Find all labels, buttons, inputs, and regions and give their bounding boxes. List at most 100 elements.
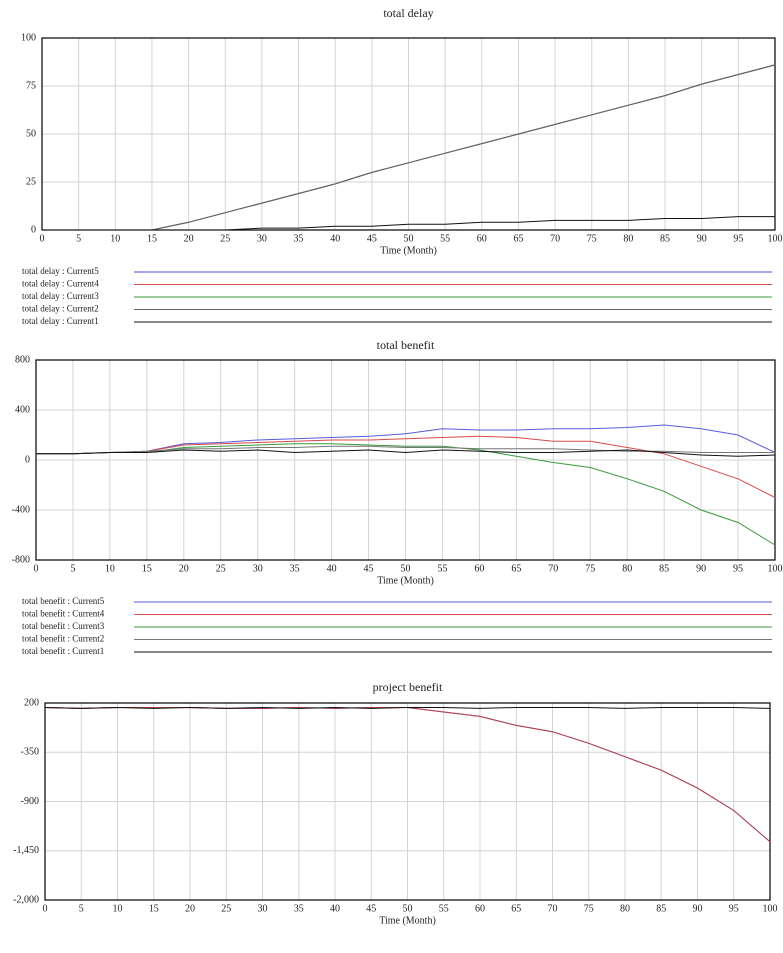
legend-label: total delay : Current2: [22, 304, 99, 314]
legend-label: total benefit : Current4: [22, 609, 105, 619]
x-tick-label: 15: [149, 903, 159, 914]
x-tick-label: 45: [367, 233, 377, 244]
x-axis-label: Time (Month): [379, 915, 436, 926]
legend-label: total delay : Current3: [22, 291, 99, 301]
x-tick-label: 85: [656, 903, 666, 914]
x-tick-label: 85: [659, 563, 669, 574]
x-tick-label: 90: [697, 233, 707, 244]
x-tick-label: 95: [733, 563, 743, 574]
x-tick-label: 30: [258, 903, 268, 914]
x-tick-label: 80: [620, 903, 630, 914]
x-tick-label: 55: [439, 903, 449, 914]
x-tick-label: 100: [768, 233, 783, 244]
x-tick-label: 45: [366, 903, 376, 914]
y-tick-label: -800: [12, 554, 30, 565]
x-tick-label: 40: [327, 563, 337, 574]
y-tick-label: 0: [25, 454, 30, 465]
x-tick-label: 5: [79, 903, 84, 914]
x-tick-label: 55: [440, 233, 450, 244]
x-tick-label: 100: [763, 903, 778, 914]
legend-label: total benefit : Current2: [22, 634, 104, 644]
x-tick-label: 90: [693, 903, 703, 914]
x-tick-label: 95: [729, 903, 739, 914]
x-tick-label: 15: [142, 563, 152, 574]
x-tick-label: 70: [548, 563, 558, 574]
chart-title: total delay: [383, 6, 433, 20]
x-tick-label: 75: [585, 563, 595, 574]
plot-border: [41, 37, 776, 231]
y-tick-label: 400: [15, 404, 30, 415]
y-tick-label: -2,000: [13, 894, 39, 905]
x-tick-label: 30: [253, 563, 263, 574]
x-tick-label: 0: [34, 563, 39, 574]
x-tick-label: 25: [220, 233, 230, 244]
legend-label: total benefit : Current5: [22, 596, 105, 606]
x-tick-label: 45: [364, 563, 374, 574]
legend-label: total benefit : Current3: [22, 621, 105, 631]
y-tick-label: -1,450: [13, 845, 39, 856]
x-tick-label: 5: [76, 233, 81, 244]
x-tick-label: 50: [403, 903, 413, 914]
y-tick-label: 75: [26, 80, 36, 91]
x-tick-label: 25: [216, 563, 226, 574]
x-tick-label: 60: [474, 563, 484, 574]
x-tick-label: 95: [733, 233, 743, 244]
x-tick-label: 80: [623, 233, 633, 244]
x-tick-label: 0: [40, 233, 45, 244]
x-tick-label: 75: [584, 903, 594, 914]
y-tick-label: -350: [21, 747, 39, 758]
y-tick-label: -900: [21, 796, 39, 807]
x-tick-label: 80: [622, 563, 632, 574]
y-tick-label: 50: [26, 128, 36, 139]
chart-title: project benefit: [373, 680, 443, 694]
legend-label: total benefit : Current1: [22, 646, 104, 656]
x-tick-label: 20: [179, 563, 189, 574]
legend-label: total delay : Current4: [22, 279, 99, 289]
x-tick-label: 25: [221, 903, 231, 914]
x-tick-label: 60: [477, 233, 487, 244]
x-tick-label: 50: [401, 563, 411, 574]
x-tick-label: 10: [105, 563, 115, 574]
y-tick-label: -400: [12, 504, 30, 515]
y-tick-label: 0: [31, 224, 36, 235]
series-line: [42, 64, 776, 231]
x-tick-label: 0: [43, 903, 48, 914]
x-tick-label: 35: [294, 903, 304, 914]
x-tick-label: 20: [184, 233, 194, 244]
x-tick-label: 100: [768, 563, 783, 574]
series-line: [44, 706, 771, 709]
x-tick-label: 50: [404, 233, 414, 244]
legend-label: total delay : Current1: [22, 316, 99, 326]
plot-border: [35, 359, 776, 561]
x-tick-label: 65: [511, 563, 521, 574]
x-tick-label: 15: [147, 233, 157, 244]
x-tick-label: 20: [185, 903, 195, 914]
x-tick-label: 35: [294, 233, 304, 244]
x-tick-label: 65: [511, 903, 521, 914]
x-axis-label: Time (Month): [377, 575, 434, 586]
y-tick-label: 800: [15, 354, 30, 365]
x-axis-label: Time (Month): [380, 245, 437, 256]
x-tick-label: 75: [587, 233, 597, 244]
x-tick-label: 70: [550, 233, 560, 244]
x-tick-label: 40: [330, 903, 340, 914]
plot-border: [44, 702, 771, 901]
x-tick-label: 10: [113, 903, 123, 914]
legend-label: total delay : Current5: [22, 266, 99, 276]
x-tick-label: 5: [70, 563, 75, 574]
x-tick-label: 55: [437, 563, 447, 574]
x-tick-label: 85: [660, 233, 670, 244]
x-tick-label: 30: [257, 233, 267, 244]
series-line: [36, 449, 776, 457]
series-line: [42, 216, 775, 231]
y-tick-label: 200: [24, 697, 39, 708]
y-tick-label: 100: [21, 32, 36, 43]
chart-title: total benefit: [377, 338, 435, 352]
x-tick-label: 60: [475, 903, 485, 914]
x-tick-label: 40: [330, 233, 340, 244]
y-tick-label: 25: [26, 176, 36, 187]
x-tick-label: 70: [548, 903, 558, 914]
x-tick-label: 90: [696, 563, 706, 574]
x-tick-label: 10: [110, 233, 120, 244]
